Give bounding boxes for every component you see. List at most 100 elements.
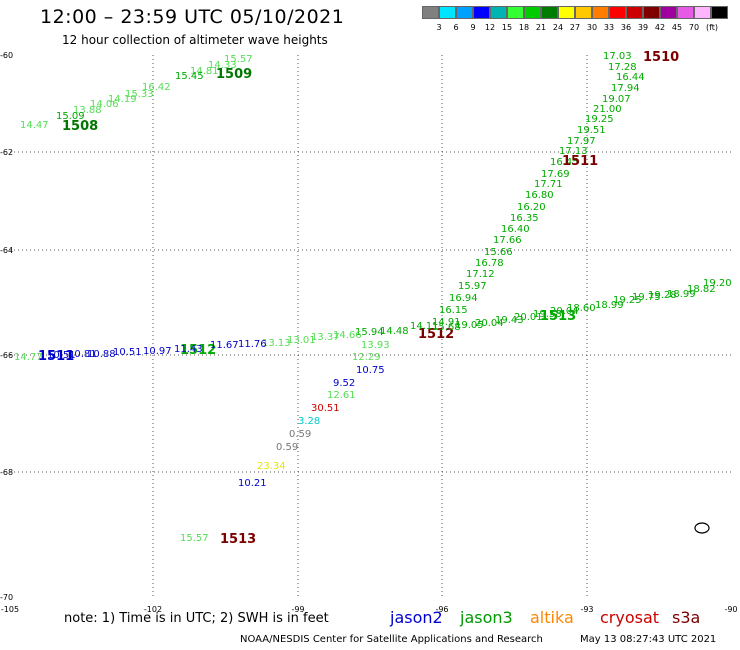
legend-swatch [592,6,609,19]
wave-height-label: 14.81 [190,66,219,77]
wave-height-label: 10.75 [356,365,385,376]
wave-height-label: 20.04 [475,318,504,329]
legend-label: 18 [518,23,530,32]
wave-height-label: 10.88 [87,349,116,360]
legend-label: 24 [552,23,564,32]
wave-height-label: 16.44 [616,72,645,83]
wave-height-label: 12.61 [327,390,356,401]
wave-height-label: 13.37 [311,332,340,343]
wave-height-label: 19.28 [648,290,677,301]
legend-swatch [524,6,541,19]
wave-height-label: 15.57 [180,533,209,544]
wave-height-label: 17.94 [611,83,640,94]
latitude-tick-label: -70 [0,593,13,602]
wave-height-label: 1509 [216,67,252,82]
wave-height-label: 0.59 [289,429,311,440]
wave-height-label: 12.29 [352,352,381,363]
legend-label: 27 [569,23,581,32]
legend-label: 9 [470,23,476,32]
legend-swatch [473,6,490,19]
wave-height-label: 10.51 [47,350,76,361]
wave-height-label: 16.35 [510,213,539,224]
satellite-jason3: jason3 [460,608,513,627]
wave-height-label: 14.91 [432,317,461,328]
latitude-tick-label: -66 [0,351,13,360]
wave-height-label: 15.94 [355,327,384,338]
wave-height-label: 15.09 [56,111,85,122]
legend-swatch [626,6,643,19]
wave-height-label: 16.40 [501,224,530,235]
longitude-tick-label: -99 [291,605,304,614]
wave-height-label: 13.13 [262,338,291,349]
legend-label: 36 [620,23,632,32]
legend-swatch [694,6,711,19]
legend-label: 33 [603,23,615,32]
latitude-tick-label: -60 [0,51,13,60]
wave-height-label: 14.66 [333,330,362,341]
wave-height-label: 13.93 [361,340,390,351]
wave-height-label: 14.47 [20,120,49,131]
wave-height-label: 20.04 [550,306,579,317]
wave-height-label: 14.06 [90,99,119,110]
wave-height-label: 17.13 [559,146,588,157]
page-subtitle: 12 hour collection of altimeter wave hei… [62,33,328,47]
wave-height-label: 14.77 [14,352,43,363]
wave-height-label: 19.05 [455,320,484,331]
legend-swatch [643,6,660,19]
legend-unit: (ft) [706,23,719,32]
wave-height-label: 1513 [220,532,256,547]
legend-label: 42 [654,23,666,32]
legend-swatch [711,6,728,19]
wave-height-label: 19.25 [585,114,614,125]
wave-height-label: 19.20 [703,278,732,289]
wave-height-label: 17.12 [466,269,495,280]
wave-height-label: 10.97 [143,346,172,357]
wave-height-label: 19.58 [533,309,562,320]
wave-height-label: 1511 [38,349,74,364]
wave-height-label: 20.01 [514,312,543,323]
wave-height-label: 1511 [562,154,598,169]
wave-height-label: 19.43 [495,315,524,326]
wave-height-label: 18.60 [567,303,596,314]
wave-height-label: 17.97 [567,136,596,147]
wave-height-label: 15.68 [432,322,461,333]
legend-swatch [660,6,677,19]
wave-height-label: 15.66 [484,247,513,258]
latitude-tick-label: -62 [0,148,13,157]
wave-height-label: 1513 [540,309,576,324]
wave-height-label: 19.25 [613,295,642,306]
generated-timestamp: May 13 08:27:43 UTC 2021 [580,634,717,645]
wave-height-label: 18.99 [595,300,624,311]
legend-swatch [507,6,524,19]
wave-height-label: 16.45 [550,157,579,168]
wave-height-label: 15.33 [125,89,154,100]
wave-height-label: 19.51 [577,125,606,136]
footnote: note: 1) Time is in UTC; 2) SWH is in fe… [64,611,329,626]
legend-swatch [456,6,473,19]
legend-swatch [439,6,456,19]
wave-height-label: 16.15 [439,305,468,316]
wave-height-label: 15.97 [458,281,487,292]
legend-swatch [490,6,507,19]
wave-height-label: 17.03 [603,51,632,62]
longitude-tick-label: -96 [435,605,448,614]
legend-label: 70 [688,23,700,32]
wave-height-label: 16.78 [475,258,504,269]
legend-swatch [677,6,694,19]
wave-height-label: 11.43 [174,344,203,355]
wave-height-label: 21.00 [593,104,622,115]
legend-swatch [558,6,575,19]
wave-height-label: 13.01 [287,335,316,346]
wave-height-label: 14.48 [380,326,409,337]
legend-label: 39 [637,23,649,32]
wave-height-label: 1508 [62,119,98,134]
legend-label: 12 [484,23,496,32]
wave-height-label: 15.57 [224,54,253,65]
wave-height-label: 23.34 [257,461,286,472]
satellite-altika: altika [530,608,574,627]
wave-height-label: 1512 [418,327,454,342]
latitude-tick-label: -64 [0,246,13,255]
wave-height-label: 9.52 [333,378,355,389]
longitude-tick-label: -90 [724,605,737,614]
wave-height-label: 16.94 [449,293,478,304]
